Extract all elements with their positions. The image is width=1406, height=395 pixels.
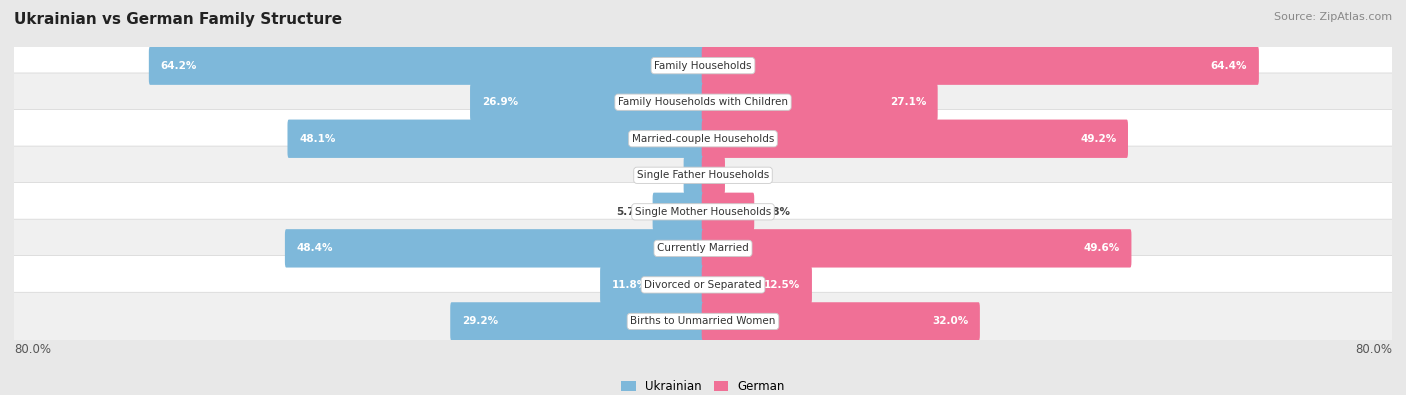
Text: 64.2%: 64.2% — [160, 61, 197, 71]
Text: Single Mother Households: Single Mother Households — [636, 207, 770, 217]
FancyBboxPatch shape — [683, 156, 704, 194]
FancyBboxPatch shape — [470, 83, 704, 121]
Text: 27.1%: 27.1% — [890, 97, 927, 107]
Text: 26.9%: 26.9% — [482, 97, 517, 107]
Legend: Ukrainian, German: Ukrainian, German — [617, 376, 789, 395]
Text: 49.6%: 49.6% — [1084, 243, 1119, 253]
Text: Source: ZipAtlas.com: Source: ZipAtlas.com — [1274, 12, 1392, 22]
FancyBboxPatch shape — [702, 156, 725, 194]
FancyBboxPatch shape — [702, 47, 1258, 85]
Text: 64.4%: 64.4% — [1211, 61, 1247, 71]
Text: Currently Married: Currently Married — [657, 243, 749, 253]
Text: Births to Unmarried Women: Births to Unmarried Women — [630, 316, 776, 326]
Text: Single Father Households: Single Father Households — [637, 170, 769, 180]
Text: 32.0%: 32.0% — [932, 316, 969, 326]
FancyBboxPatch shape — [7, 292, 1399, 351]
FancyBboxPatch shape — [149, 47, 704, 85]
Text: 80.0%: 80.0% — [14, 342, 51, 356]
Text: 2.4%: 2.4% — [733, 170, 762, 180]
FancyBboxPatch shape — [702, 266, 811, 304]
Text: Ukrainian vs German Family Structure: Ukrainian vs German Family Structure — [14, 12, 342, 27]
Text: Family Households with Children: Family Households with Children — [619, 97, 787, 107]
Text: 48.4%: 48.4% — [297, 243, 333, 253]
Text: Married-couple Households: Married-couple Households — [631, 134, 775, 144]
Text: 5.8%: 5.8% — [762, 207, 790, 217]
FancyBboxPatch shape — [7, 219, 1399, 278]
FancyBboxPatch shape — [702, 193, 754, 231]
FancyBboxPatch shape — [7, 36, 1399, 95]
Text: Divorced or Separated: Divorced or Separated — [644, 280, 762, 290]
Text: 49.2%: 49.2% — [1080, 134, 1116, 144]
Text: 48.1%: 48.1% — [299, 134, 336, 144]
FancyBboxPatch shape — [7, 146, 1399, 205]
Text: 29.2%: 29.2% — [461, 316, 498, 326]
Text: 2.1%: 2.1% — [647, 170, 676, 180]
Text: 80.0%: 80.0% — [1355, 342, 1392, 356]
FancyBboxPatch shape — [285, 229, 704, 267]
FancyBboxPatch shape — [702, 229, 1132, 267]
FancyBboxPatch shape — [702, 83, 938, 121]
FancyBboxPatch shape — [7, 73, 1399, 132]
FancyBboxPatch shape — [7, 109, 1399, 168]
FancyBboxPatch shape — [7, 256, 1399, 314]
FancyBboxPatch shape — [7, 182, 1399, 241]
FancyBboxPatch shape — [702, 302, 980, 340]
Text: 5.7%: 5.7% — [616, 207, 645, 217]
FancyBboxPatch shape — [702, 120, 1128, 158]
FancyBboxPatch shape — [652, 193, 704, 231]
Text: 12.5%: 12.5% — [763, 280, 800, 290]
FancyBboxPatch shape — [450, 302, 704, 340]
FancyBboxPatch shape — [600, 266, 704, 304]
Text: 11.8%: 11.8% — [612, 280, 648, 290]
FancyBboxPatch shape — [287, 120, 704, 158]
Text: Family Households: Family Households — [654, 61, 752, 71]
